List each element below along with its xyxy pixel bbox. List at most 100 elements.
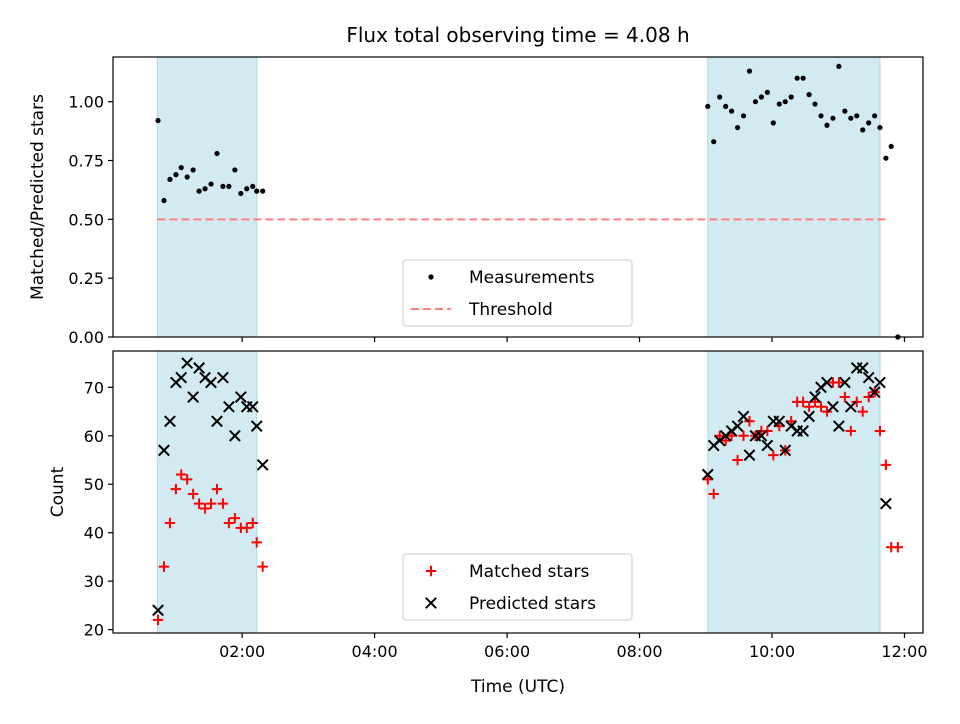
measurements-point-38	[812, 101, 818, 107]
measurements-point-11	[214, 150, 220, 157]
predicted-stars-point-6	[181, 357, 194, 370]
measurements-point-34	[788, 94, 794, 100]
measurements-point-37	[806, 92, 812, 98]
legend-label-measurements: Measurements	[469, 268, 595, 288]
measurements-point-16	[244, 186, 250, 192]
matched-stars-point-2	[158, 561, 170, 572]
predicted-stars-point-36	[797, 425, 810, 437]
matched-stars-point-1	[152, 614, 164, 626]
measurements-point-49	[877, 124, 883, 131]
matched-stars-point-9	[199, 503, 211, 514]
measurements-point-45	[854, 113, 860, 119]
measurements-point-10	[208, 181, 214, 187]
predicted-stars-point-50	[880, 497, 892, 510]
measurements-point-25	[734, 124, 741, 131]
measurements-point-31	[770, 120, 776, 126]
legend-label-predicted-stars: Predicted stars	[469, 594, 596, 614]
measurements-point-4	[173, 172, 179, 178]
measurements-point-30	[764, 89, 770, 95]
observing-interval-2	[707, 350, 881, 634]
predicted-stars-point-40	[821, 376, 833, 389]
measurements-point-8	[196, 188, 202, 194]
measurements-point-39	[818, 113, 824, 119]
matched-stars-point-37	[803, 401, 815, 412]
measurements-point-32	[776, 101, 782, 107]
legend-box	[402, 553, 633, 621]
predicted-stars-point-3	[164, 415, 176, 428]
matched-stars-point-12	[217, 498, 229, 509]
predicted-stars-point-8	[193, 362, 206, 374]
measurements-point-12	[220, 183, 226, 190]
measurements-point-35	[794, 75, 800, 81]
measurements-point-7	[190, 167, 196, 173]
predicted-stars-point-7	[187, 391, 200, 403]
measurements-point-22	[717, 94, 723, 100]
x-tick-label: 06:00	[484, 642, 530, 661]
y-tick-label: 20	[84, 621, 104, 640]
measurements-point-46	[860, 127, 866, 133]
predicted-stars-point-5	[175, 371, 188, 384]
predicted-stars-point-37	[803, 410, 815, 423]
measurements-point-14	[232, 167, 238, 173]
matched-stars-point-36	[797, 396, 809, 408]
predicted-stars-point-10	[205, 376, 217, 389]
x-tick-label: 12:00	[881, 642, 927, 661]
predicted-stars-point-33	[779, 444, 792, 457]
measurements-point-47	[866, 120, 872, 126]
matched-stars-point-43	[839, 391, 851, 403]
y-tick-label: 0.25	[68, 269, 104, 288]
predicted-stars-point-47	[862, 371, 875, 384]
matched-stars-point-45	[851, 396, 862, 408]
matched-stars-point-14	[229, 512, 241, 524]
measurements-point-33	[782, 99, 788, 105]
matched-stars-point-11	[211, 483, 223, 495]
measurements-point-15	[238, 190, 244, 197]
matched-stars-point-6	[181, 474, 193, 485]
measurements-point-2	[161, 197, 167, 204]
x-axis-label: Time (UTC)	[470, 677, 565, 697]
matched-stars-point-39	[815, 401, 827, 412]
predicted-stars-point-49	[874, 376, 886, 389]
matched-stars-point-50	[880, 459, 892, 471]
predicted-stars-point-25	[731, 420, 744, 433]
measurements-point-23	[723, 103, 729, 110]
observing-interval-1	[156, 350, 258, 634]
y-tick-label: 50	[84, 475, 104, 494]
matched-stars-point-26	[738, 430, 749, 441]
predicted-stars-point-19	[256, 458, 269, 471]
measurements-point-20	[705, 103, 711, 110]
predicted-stars-point-29	[755, 429, 768, 442]
x-tick-label: 08:00	[616, 642, 662, 661]
x-tick-label: 02:00	[219, 642, 265, 661]
predicted-stars-point-43	[838, 376, 851, 389]
measurements-point-26	[740, 113, 747, 119]
count-panel: Matched stars Predicted stars 20 30 40 50 60 7…	[48, 350, 928, 661]
measurements-point-27	[746, 68, 753, 74]
matched-stars-point-42	[833, 377, 845, 388]
matched-stars-point-44	[845, 425, 857, 437]
predicted-stars-point-26	[737, 410, 750, 423]
measurements-point-21	[711, 139, 717, 145]
matched-stars-point-25	[732, 454, 743, 466]
measurements-point-19	[260, 188, 266, 194]
measurements-point-51	[888, 143, 894, 150]
matched-stars-point-40	[821, 406, 833, 417]
count-y-axis-label: Count	[48, 466, 68, 517]
matched-stars-point-16	[241, 522, 252, 534]
matched-stars-point-3	[164, 517, 176, 529]
series-predicted-stars	[152, 357, 892, 617]
measurements-point-50	[883, 155, 889, 161]
measurements-point-17	[250, 183, 256, 190]
matched-stars-point-18	[251, 537, 262, 548]
measurements-point-9	[202, 186, 208, 192]
measurements-point-18	[254, 188, 260, 194]
ratio-legend: Measurements Threshold	[402, 259, 633, 327]
predicted-stars-point-13	[222, 400, 235, 413]
predicted-stars-point-15	[234, 391, 247, 403]
y-tick-label: 40	[84, 524, 104, 543]
matched-stars-point-46	[857, 406, 868, 417]
y-tick-label: 0.75	[68, 152, 104, 171]
matched-stars-point-31	[768, 449, 779, 461]
matched-stars-point-49	[874, 425, 886, 437]
